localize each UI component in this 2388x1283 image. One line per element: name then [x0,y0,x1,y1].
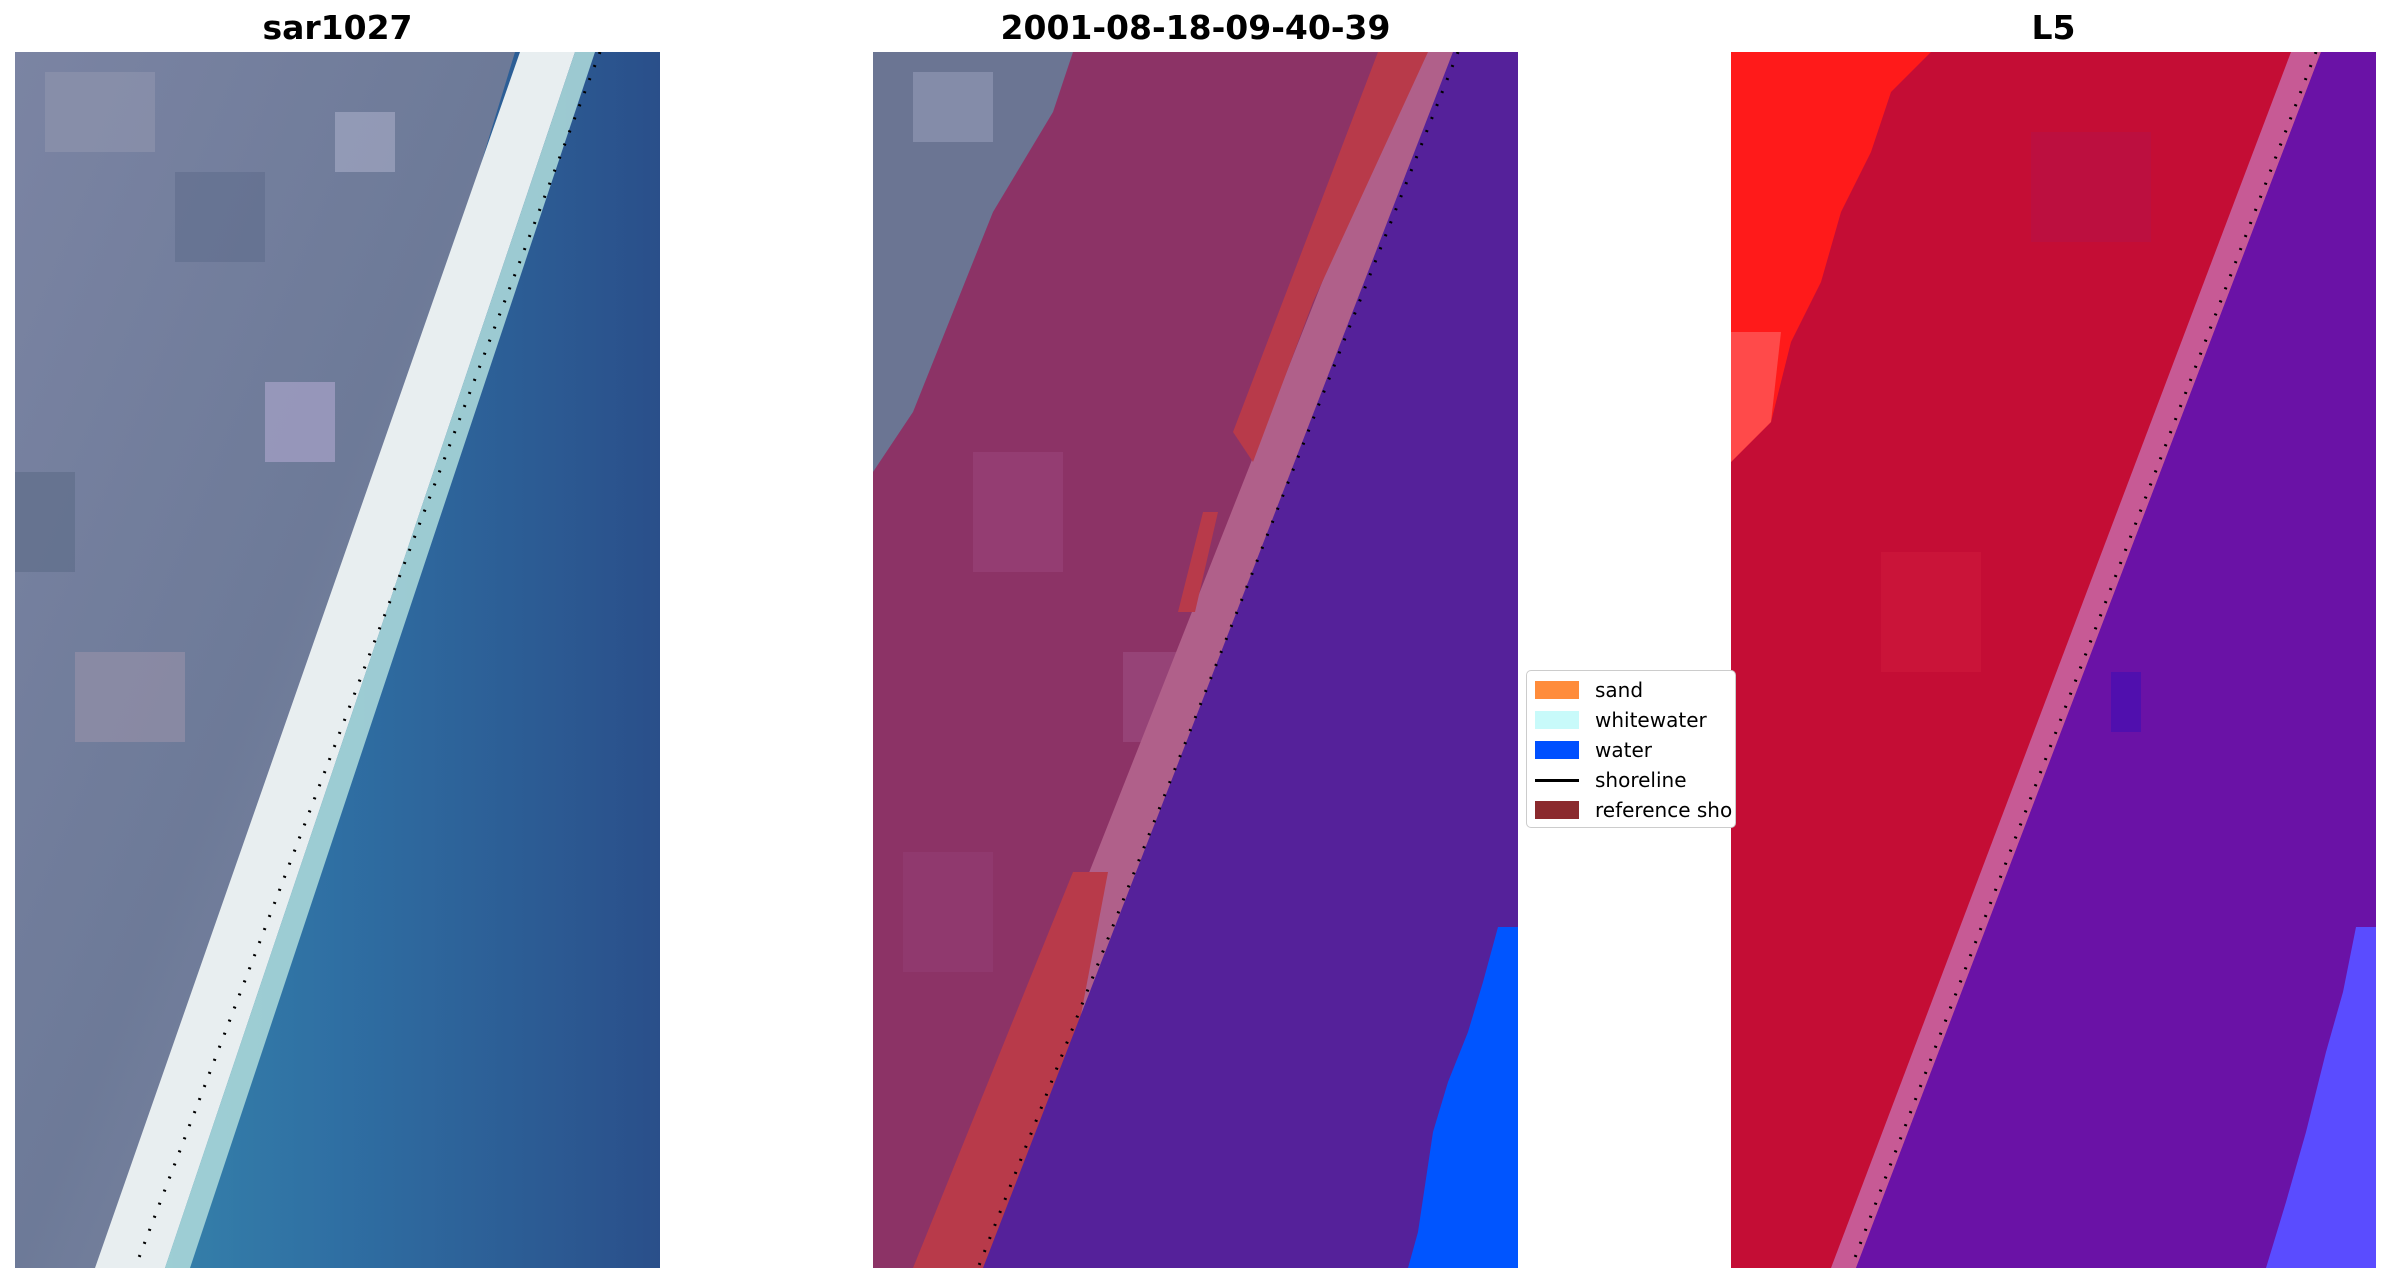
legend-item-sand: sand [1535,675,1643,705]
water-swatch [1535,741,1579,759]
legend-item-shoreline: shoreline [1535,765,1687,795]
panel-title-date: 2001-08-18-09-40-39 [1000,8,1391,47]
reference-shoreline-swatch [1535,801,1579,819]
legend: sand whitewater water shoreline referenc… [1526,670,1736,828]
legend-label: sand [1595,678,1644,702]
panel-title-l5: L5 [2031,8,2076,47]
legend-item-whitewater: whitewater [1535,705,1707,735]
satellite-rgb-image [15,52,660,1268]
legend-label: reference sho [1595,798,1733,822]
legend-label: whitewater [1595,708,1707,732]
legend-item-water: water [1535,735,1652,765]
shoreline-line-swatch [1535,778,1579,782]
classification-image [873,52,1518,1268]
sand-swatch [1535,681,1579,699]
whitewater-swatch [1535,711,1579,729]
legend-label: shoreline [1595,768,1687,792]
panel-title-sar: sar1027 [262,8,413,47]
legend-label: water [1595,738,1652,762]
l5-image [1731,52,2376,1268]
legend-item-reference-shoreline: reference sho [1535,795,1732,825]
